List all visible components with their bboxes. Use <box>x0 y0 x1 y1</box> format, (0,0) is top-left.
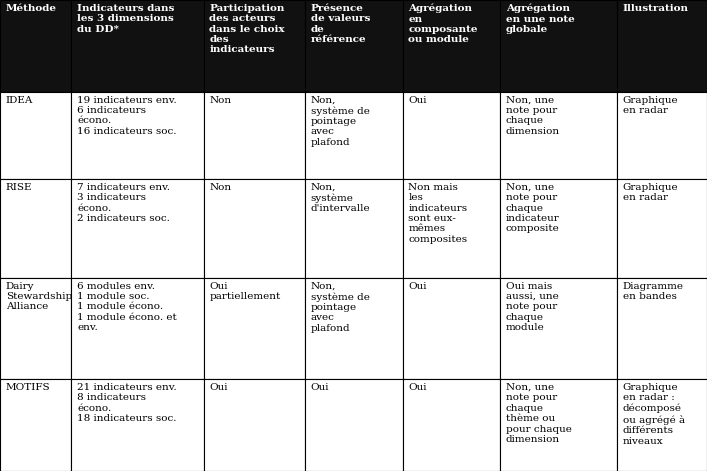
Bar <box>204 0 305 92</box>
Text: Non mais
les
indicateurs
sont eux-
mêmes
composites: Non mais les indicateurs sont eux- mêmes… <box>409 183 467 244</box>
Bar <box>403 179 501 278</box>
Bar <box>71 379 204 471</box>
Text: Non: Non <box>209 183 231 192</box>
Bar <box>501 0 617 92</box>
Bar <box>403 92 501 179</box>
Bar <box>501 92 617 179</box>
Bar <box>0 0 71 92</box>
Text: Non, une
note pour
chaque
dimension: Non, une note pour chaque dimension <box>506 96 560 136</box>
Bar <box>501 379 617 471</box>
Text: Illustration: Illustration <box>623 4 689 13</box>
Bar <box>0 278 71 379</box>
Bar <box>305 278 403 379</box>
Bar <box>617 179 707 278</box>
Text: Oui: Oui <box>409 96 427 105</box>
Bar <box>617 0 707 92</box>
Bar <box>305 0 403 92</box>
Bar <box>71 92 204 179</box>
Bar <box>0 92 71 179</box>
Text: Non,
système
d'intervalle: Non, système d'intervalle <box>311 183 370 213</box>
Text: Indicateurs dans
les 3 dimensions
du DD*: Indicateurs dans les 3 dimensions du DD* <box>77 4 175 33</box>
Text: Non,
système de
pointage
avec
plafond: Non, système de pointage avec plafond <box>311 282 370 333</box>
Text: Non,
système de
pointage
avec
plafond: Non, système de pointage avec plafond <box>311 96 370 147</box>
Text: Méthode: Méthode <box>6 4 57 13</box>
Bar <box>0 379 71 471</box>
Text: Oui: Oui <box>209 383 228 392</box>
Text: Graphique
en radar: Graphique en radar <box>623 96 679 115</box>
Text: Oui
partiellement: Oui partiellement <box>209 282 281 301</box>
Text: 6 modules env.
1 module soc.
1 module écono.
1 module écono. et
env.: 6 modules env. 1 module soc. 1 module éc… <box>77 282 177 332</box>
Bar <box>204 92 305 179</box>
Bar <box>305 92 403 179</box>
Text: RISE: RISE <box>6 183 32 192</box>
Text: 7 indicateurs env.
3 indicateurs
écono.
2 indicateurs soc.: 7 indicateurs env. 3 indicateurs écono. … <box>77 183 170 223</box>
Text: Non, une
note pour
chaque
thème ou
pour chaque
dimension: Non, une note pour chaque thème ou pour … <box>506 383 572 444</box>
Bar <box>71 278 204 379</box>
Text: Diagramme
en bandes: Diagramme en bandes <box>623 282 684 301</box>
Bar <box>0 179 71 278</box>
Text: Graphique
en radar :
décomposé
ou agrégé à
différents
niveaux: Graphique en radar : décomposé ou agrégé… <box>623 383 685 446</box>
Bar <box>617 278 707 379</box>
Bar <box>617 92 707 179</box>
Bar <box>403 278 501 379</box>
Text: Oui: Oui <box>409 383 427 392</box>
Bar <box>501 278 617 379</box>
Bar <box>71 0 204 92</box>
Text: Participation
des acteurs
dans le choix
des
indicateurs: Participation des acteurs dans le choix … <box>209 4 285 54</box>
Text: Agrégation
en
composante
ou module: Agrégation en composante ou module <box>409 4 478 44</box>
Bar <box>403 379 501 471</box>
Bar <box>617 379 707 471</box>
Text: Oui: Oui <box>311 383 329 392</box>
Text: Oui mais
aussi, une
note pour
chaque
module: Oui mais aussi, une note pour chaque mod… <box>506 282 559 332</box>
Text: 19 indicateurs env.
6 indicateurs
écono.
16 indicateurs soc.: 19 indicateurs env. 6 indicateurs écono.… <box>77 96 177 136</box>
Text: Présence
de valeurs
de
référence: Présence de valeurs de référence <box>311 4 370 44</box>
Text: IDEA: IDEA <box>6 96 33 105</box>
Text: 21 indicateurs env.
8 indicateurs
écono.
18 indicateurs soc.: 21 indicateurs env. 8 indicateurs écono.… <box>77 383 177 423</box>
Text: Dairy
Stewardship
Alliance: Dairy Stewardship Alliance <box>6 282 72 311</box>
Bar <box>71 179 204 278</box>
Text: Graphique
en radar: Graphique en radar <box>623 183 679 202</box>
Bar <box>305 379 403 471</box>
Text: Non: Non <box>209 96 231 105</box>
Text: Oui: Oui <box>409 282 427 291</box>
Bar <box>204 379 305 471</box>
Bar <box>204 179 305 278</box>
Bar <box>501 179 617 278</box>
Text: Agrégation
en une note
globale: Agrégation en une note globale <box>506 4 575 34</box>
Text: Non, une
note pour
chaque
indicateur
composite: Non, une note pour chaque indicateur com… <box>506 183 560 233</box>
Text: MOTIFS: MOTIFS <box>6 383 50 392</box>
Bar <box>403 0 501 92</box>
Bar <box>305 179 403 278</box>
Bar <box>204 278 305 379</box>
